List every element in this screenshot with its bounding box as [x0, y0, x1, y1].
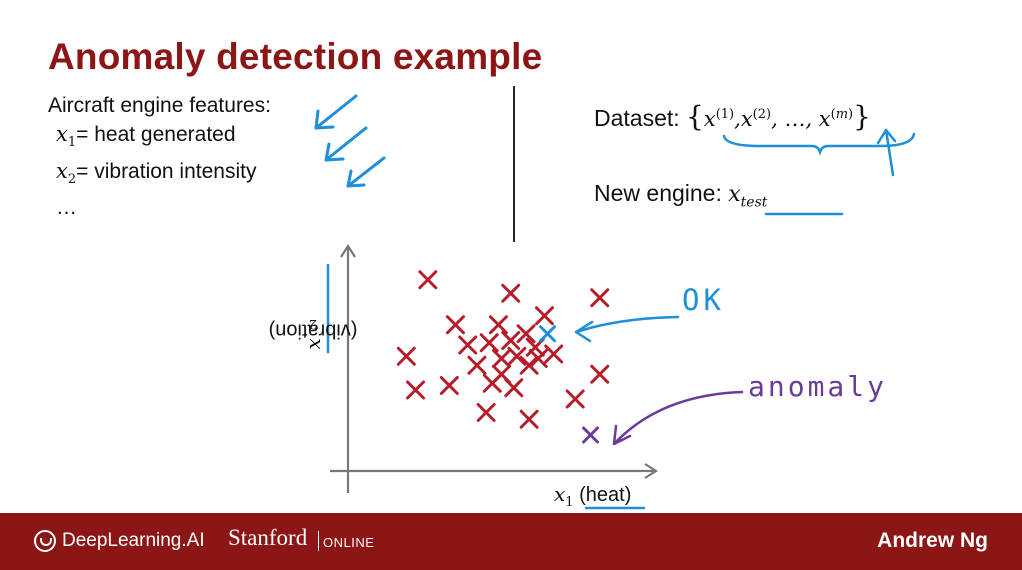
test-ok-point	[539, 325, 557, 343]
training-point	[590, 288, 610, 308]
training-point	[492, 349, 511, 368]
dataset-brace	[722, 132, 916, 156]
anomaly-arrow	[612, 390, 744, 446]
dataset-annotation	[722, 128, 916, 177]
training-point	[501, 283, 521, 303]
slide-title: Anomaly detection example	[48, 36, 543, 77]
x-axis-arrowhead	[644, 463, 659, 479]
feature-arrow-2	[324, 126, 368, 162]
features-ellipsis: …	[56, 196, 77, 220]
new-engine-label: New engine:	[594, 180, 722, 206]
x-test: xtest	[728, 182, 768, 211]
footer-bar: DeepLearning.AI Stanford ONLINE Andrew N…	[0, 513, 1022, 570]
training-point	[458, 335, 478, 355]
features-block: Aircraft engine features: x1= heat gener…	[48, 92, 271, 222]
training-point	[534, 306, 554, 326]
training-point	[528, 349, 548, 368]
dataset-arrow	[876, 128, 897, 177]
training-point	[467, 355, 487, 375]
training-point	[479, 333, 499, 353]
x-axis-label: x1 (heat)	[554, 482, 632, 510]
feature-arrow-3	[346, 156, 386, 188]
feature-arrow-1	[314, 94, 358, 130]
training-point	[519, 409, 539, 429]
training-point	[418, 270, 438, 290]
logo-separator	[318, 531, 319, 551]
plot-axes	[330, 243, 659, 493]
dataset-set: {x(1),x(2), …, x(m)}	[686, 100, 871, 133]
deeplearning-icon	[34, 530, 56, 552]
new-engine-line: New engine: xtest	[594, 180, 767, 210]
training-point	[445, 315, 465, 335]
training-point	[544, 344, 564, 364]
anomaly-annotation: anomaly	[748, 370, 888, 403]
training-point	[396, 346, 416, 366]
training-point	[507, 346, 527, 366]
vertical-divider	[513, 86, 515, 242]
feature-item-2: x2= vibration intensity	[48, 157, 271, 194]
feature-2-text: = vibration intensity	[76, 160, 257, 184]
training-point	[482, 373, 502, 393]
plot-svg	[314, 94, 916, 510]
training-point	[439, 376, 459, 395]
training-point	[406, 380, 426, 400]
training-point	[476, 403, 496, 422]
brand-name: DeepLearning.AI	[62, 530, 205, 551]
training-point	[590, 364, 610, 384]
features-heading: Aircraft engine features:	[48, 94, 271, 117]
training-point	[565, 389, 585, 409]
training-points	[396, 270, 610, 429]
feature-annotation-arrows	[314, 94, 386, 188]
stanford-logo: Stanford	[228, 525, 308, 550]
test-anomaly-point	[582, 426, 600, 444]
feature-1-text: = heat generated	[76, 123, 236, 146]
training-point	[504, 378, 524, 398]
training-point	[488, 315, 508, 335]
ok-point-mark	[539, 325, 557, 343]
online-label: ONLINE	[323, 535, 375, 550]
feature-item-1: x1= heat generated	[48, 120, 271, 157]
dataset-label: Dataset:	[594, 105, 680, 131]
training-point	[501, 331, 521, 350]
feature-1-var: x1	[56, 122, 77, 151]
ok-arrow	[574, 315, 680, 343]
dataset-line: Dataset: {x(1),x(2), …, x(m)}	[594, 100, 871, 133]
y-axis-arrowhead	[340, 243, 356, 258]
anomaly-point-mark	[582, 426, 600, 444]
presenter-name: Andrew Ng	[877, 529, 988, 552]
feature-2-var: x2	[56, 159, 77, 188]
training-point	[519, 355, 539, 375]
training-point	[516, 324, 536, 344]
deeplearning-logo: DeepLearning.AI	[34, 530, 205, 552]
ok-annotation: OK	[682, 283, 725, 317]
